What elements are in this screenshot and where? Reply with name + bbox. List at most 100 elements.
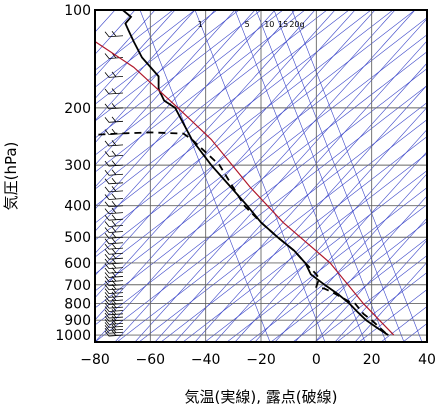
isotherm-line	[95, 10, 196, 88]
dry-adiabat-line	[214, 106, 427, 342]
wind-barb	[104, 178, 124, 185]
wind-barbs	[104, 30, 124, 337]
dry-adiabat-line	[274, 173, 427, 342]
reference-curve-line	[95, 41, 395, 336]
y-tick-label: 300	[64, 158, 91, 174]
dry-adiabat-line	[95, 10, 236, 166]
x-tick-label: 0	[312, 352, 321, 368]
mixing-ratio-label: 1	[198, 20, 203, 29]
x-tick-label: −80	[80, 352, 110, 368]
profile-lines	[95, 10, 395, 336]
wind-barb	[104, 248, 124, 255]
wind-barb	[104, 309, 124, 316]
isotherm-line	[95, 10, 284, 156]
y-tick-label: 100	[64, 3, 91, 19]
x-tick-label: 20	[363, 352, 381, 368]
wind-barb	[104, 186, 124, 193]
wind-barb	[104, 253, 124, 260]
dry-adiabat-line	[294, 195, 427, 342]
y-tick-label: 500	[64, 230, 91, 246]
x-tick-label: −20	[246, 352, 276, 368]
x-axis-title: 気温(実線), 露点(破線)	[185, 388, 338, 406]
isotherm-line	[182, 153, 427, 342]
isotherm-line	[248, 204, 427, 342]
grid-lines	[95, 9, 427, 342]
isotherm-line	[160, 136, 427, 342]
wind-barb	[104, 226, 124, 233]
wind-barb	[104, 169, 124, 176]
dry-adiabat-line	[134, 18, 427, 342]
isotherm-line	[314, 255, 427, 342]
dry-adiabat-line	[95, 10, 156, 77]
mixing-ratio-line	[194, 10, 326, 342]
y-tick-label: 200	[64, 101, 91, 117]
dry-adiabat-line	[314, 217, 427, 342]
x-tick-label: 40	[418, 352, 436, 368]
wind-barb	[104, 312, 124, 319]
wind-barb	[104, 88, 124, 95]
wind-barb	[104, 220, 124, 227]
wind-barb	[104, 160, 124, 167]
y-tick-label: 1000	[55, 328, 91, 344]
isotherm-line	[95, 34, 427, 292]
mixing-ratio-line	[234, 10, 366, 342]
wind-barb	[104, 283, 124, 291]
wind-barb	[104, 298, 124, 306]
isotherm-line	[358, 289, 427, 342]
dry-adiabat-line	[95, 10, 216, 144]
isotherm-line	[204, 170, 427, 342]
dry-adiabat-line	[95, 10, 336, 277]
isotherm-line	[95, 10, 174, 71]
wind-barb	[104, 287, 124, 295]
dry-adiabat-line	[194, 84, 427, 342]
y-tick-label: 900	[64, 313, 91, 329]
isotherm-line	[95, 10, 306, 173]
wind-barb	[104, 103, 124, 110]
mixing-ratio-line	[291, 10, 423, 342]
dry-adiabat-line	[95, 10, 376, 321]
mixing-ratio-label: 20g	[289, 20, 304, 29]
wind-barb	[104, 238, 124, 245]
isotherm-line	[95, 10, 394, 241]
dry-adiabat-line	[354, 261, 427, 342]
isotherm-line	[336, 272, 427, 342]
isotherm-line	[95, 10, 350, 207]
dry-adiabat-line	[174, 62, 427, 342]
dry-adiabat-line	[95, 10, 296, 232]
dry-adiabat-line	[254, 151, 427, 342]
isotherm-line	[226, 187, 427, 342]
wind-barb	[104, 214, 124, 221]
wind-barb	[104, 243, 124, 250]
dewpoint-line	[95, 131, 387, 334]
dry-adiabat-line	[95, 10, 176, 99]
wind-barb	[104, 207, 124, 215]
mixing-ratio-line	[139, 10, 271, 342]
isotherm-line	[95, 10, 416, 258]
dry-adiabat-line	[114, 10, 416, 342]
y-tick-label: 700	[64, 278, 91, 294]
dry-adiabat-line	[234, 129, 427, 342]
y-tick-label: 800	[64, 297, 91, 313]
isotherm-line	[116, 102, 427, 342]
wind-barb	[104, 291, 124, 298]
isotherm-line	[95, 10, 262, 139]
wind-barb	[104, 315, 124, 322]
isotherm-line	[402, 323, 427, 342]
dry-adiabat-line	[95, 10, 396, 342]
mixing-ratio-line	[273, 10, 405, 342]
x-axis-ticks: −80 −60 −40 −20 0 20 40	[80, 352, 436, 368]
mixing-ratio-labels: 1 5 10 15 20g	[198, 20, 305, 29]
dry-adiabat-line	[95, 10, 316, 254]
y-axis-title: 気圧(hPa)	[2, 142, 20, 211]
isotherm-line	[270, 221, 427, 342]
x-tick-label: −40	[191, 352, 221, 368]
wind-barb	[104, 193, 124, 200]
isotherm-line	[292, 238, 427, 342]
mixing-ratio-label: 10	[264, 20, 274, 29]
isotherm-line	[95, 85, 427, 342]
wind-barb	[104, 150, 124, 157]
isotherm-line	[95, 10, 240, 122]
isotherm-line	[138, 119, 427, 342]
wind-barb	[104, 200, 124, 208]
